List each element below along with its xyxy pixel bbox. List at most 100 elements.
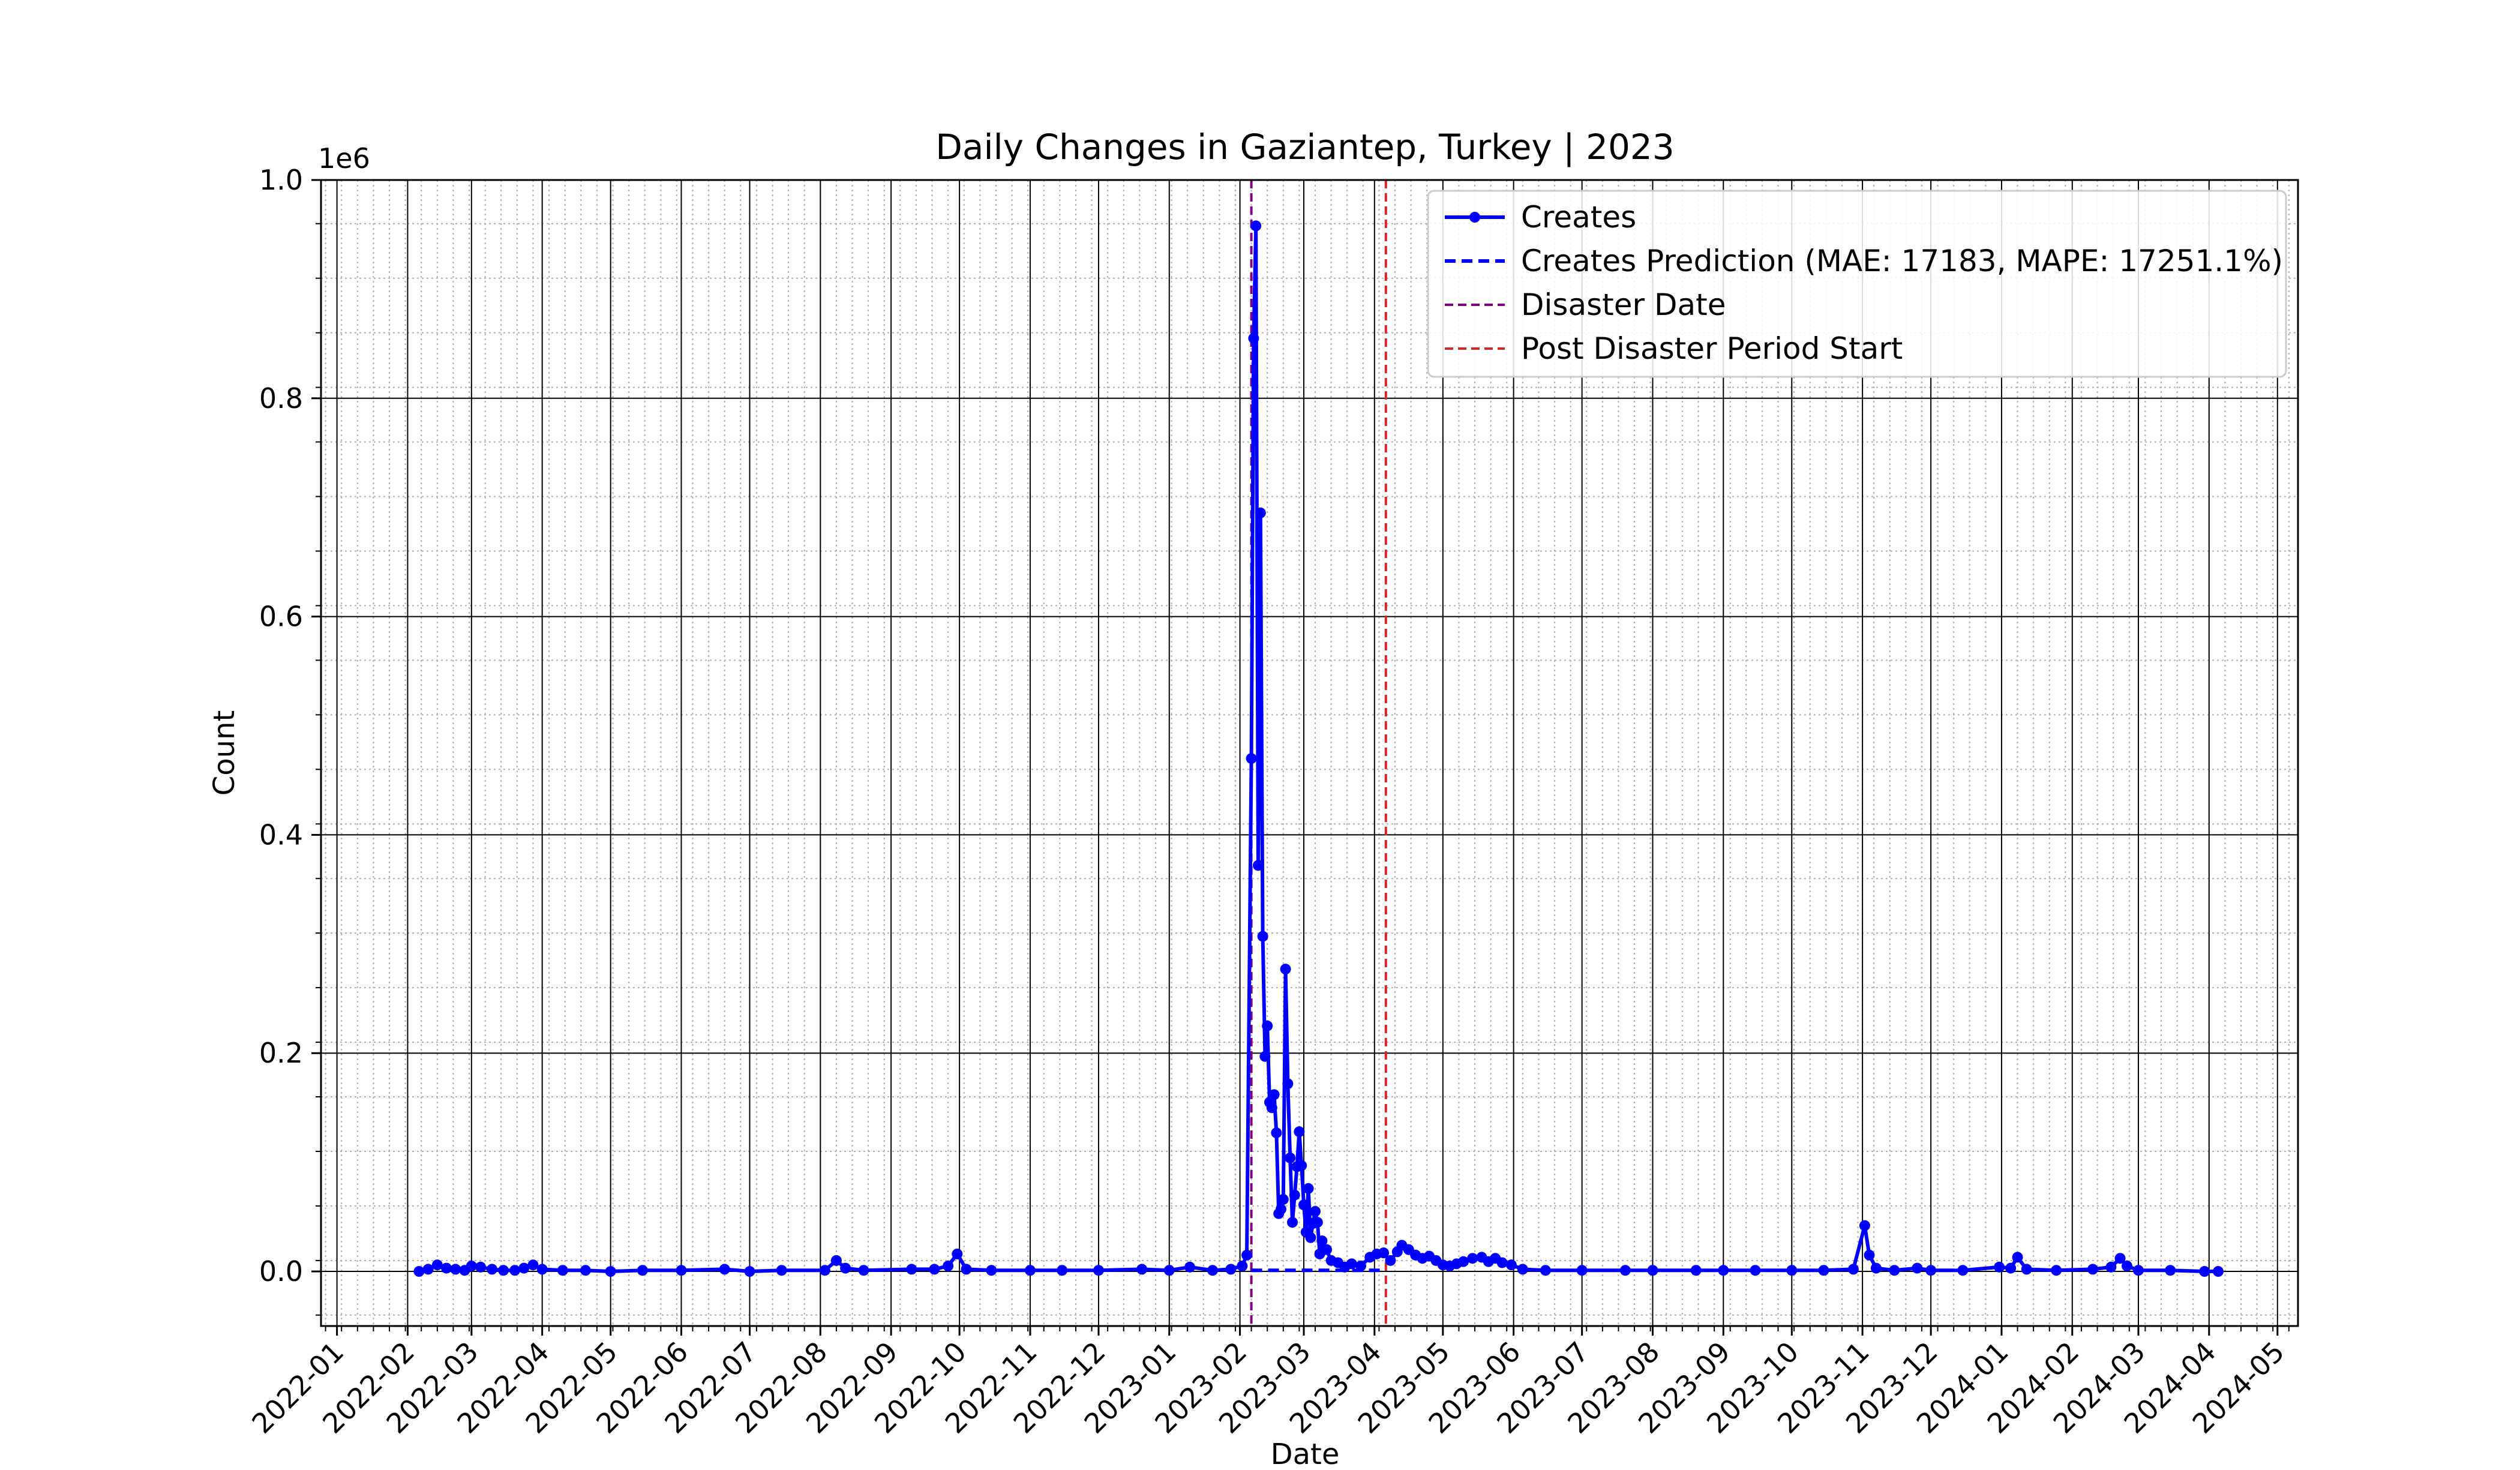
creates-point [776, 1265, 787, 1276]
creates-point [1889, 1265, 1900, 1276]
creates-point [1321, 1244, 1333, 1255]
creates-point [1280, 964, 1291, 975]
creates-point [1505, 1259, 1517, 1271]
creates-point [1286, 1217, 1298, 1228]
creates-point [1246, 753, 1257, 764]
creates-point [1750, 1265, 1761, 1276]
creates-point [943, 1260, 954, 1271]
creates-point [2005, 1262, 2017, 1274]
creates-point [1994, 1261, 2005, 1273]
creates-point [498, 1265, 509, 1276]
creates-point [1296, 1160, 1307, 1171]
creates-point [1690, 1265, 1702, 1276]
creates-point [1275, 1204, 1286, 1215]
creates-point [1282, 1078, 1294, 1090]
creates-point [2087, 1264, 2098, 1275]
chart-title: Daily Changes in Gaziantep, Turkey | 202… [935, 127, 1674, 167]
creates-point [1957, 1265, 1969, 1276]
creates-point [1912, 1262, 1923, 1274]
legend-label: Post Disaster Period Start [1521, 331, 1903, 366]
creates-point [1225, 1264, 1237, 1275]
plot-frame [320, 179, 2299, 1327]
y-tick-label: 0.0 [259, 1255, 303, 1288]
creates-point [1241, 1249, 1252, 1261]
creates-point [1303, 1183, 1314, 1194]
creates-point [2051, 1265, 2062, 1276]
creates-point [1250, 220, 1262, 232]
creates-point [1316, 1235, 1328, 1247]
creates-point [830, 1255, 842, 1266]
creates-point [1207, 1265, 1218, 1276]
creates-point [1540, 1265, 1551, 1276]
creates-point [1859, 1220, 1870, 1231]
creates-point [637, 1265, 648, 1276]
creates-point [527, 1259, 539, 1271]
creates-point [1346, 1258, 1357, 1270]
creates-point [1266, 1102, 1277, 1114]
creates-point [1252, 860, 1264, 871]
creates-point [2212, 1266, 2224, 1277]
creates-point [1305, 1232, 1316, 1243]
creates-point [1259, 1051, 1271, 1062]
creates-point [986, 1265, 997, 1276]
creates-point [450, 1264, 461, 1275]
creates-point [1925, 1265, 1937, 1276]
creates-point [676, 1265, 687, 1276]
creates-point [1496, 1257, 1508, 1268]
creates-point [819, 1265, 830, 1276]
creates-point [961, 1264, 972, 1275]
creates-point [1619, 1265, 1631, 1276]
creates-point [536, 1264, 548, 1275]
creates-point [557, 1265, 568, 1276]
creates-point [487, 1264, 498, 1275]
legend-label: Creates Prediction (MAE: 17183, MAPE: 17… [1521, 244, 2283, 278]
creates-point [929, 1264, 940, 1275]
creates-point [2199, 1266, 2210, 1277]
creates-point [1262, 1020, 1273, 1031]
creates-point [1057, 1265, 1068, 1276]
creates-point [1285, 1152, 1296, 1163]
creates-point [1517, 1264, 1528, 1275]
series-layer [413, 220, 2224, 1277]
y-tick-label: 0.4 [259, 818, 303, 851]
creates-point [518, 1262, 530, 1274]
creates-point [1847, 1264, 1859, 1275]
creates-point [1458, 1256, 1469, 1267]
y-axis-label: Count [208, 710, 241, 796]
creates-point [466, 1260, 477, 1271]
creates-point [2165, 1265, 2176, 1276]
creates-point [1277, 1193, 1289, 1205]
creates-point [1576, 1265, 1588, 1276]
creates-point [1385, 1255, 1396, 1266]
legend-label: Creates [1521, 200, 1636, 235]
creates-point [1237, 1260, 1248, 1271]
creates-point [744, 1266, 755, 1277]
creates-point [2114, 1253, 2126, 1264]
creates-point [1248, 332, 1259, 344]
y-tick-label: 0.8 [259, 382, 303, 415]
creates-point [1870, 1262, 1882, 1274]
creates-point [509, 1265, 521, 1276]
y-tick-label: 0.6 [259, 601, 303, 633]
creates-point [1294, 1126, 1305, 1138]
creates-point [413, 1266, 425, 1277]
creates-point [580, 1265, 591, 1276]
creates-point [1718, 1265, 1729, 1276]
creates-point [2105, 1261, 2117, 1273]
creates-point [1257, 931, 1268, 942]
creates-point [1818, 1265, 1829, 1276]
y-offset-label: 1e6 [318, 142, 370, 175]
creates-point [422, 1264, 434, 1275]
creates-point [1298, 1199, 1309, 1211]
creates-point [858, 1265, 869, 1276]
creates-point [1864, 1249, 1875, 1261]
creates-point [1268, 1089, 1280, 1100]
creates-point [840, 1262, 851, 1274]
creates-point [1312, 1217, 1323, 1228]
creates-point [2021, 1264, 2032, 1275]
creates-point [605, 1266, 616, 1277]
creates-point [441, 1262, 452, 1274]
creates-point [1163, 1265, 1175, 1276]
legend-marker-creates [1469, 212, 1480, 223]
creates-point [1271, 1127, 1282, 1139]
